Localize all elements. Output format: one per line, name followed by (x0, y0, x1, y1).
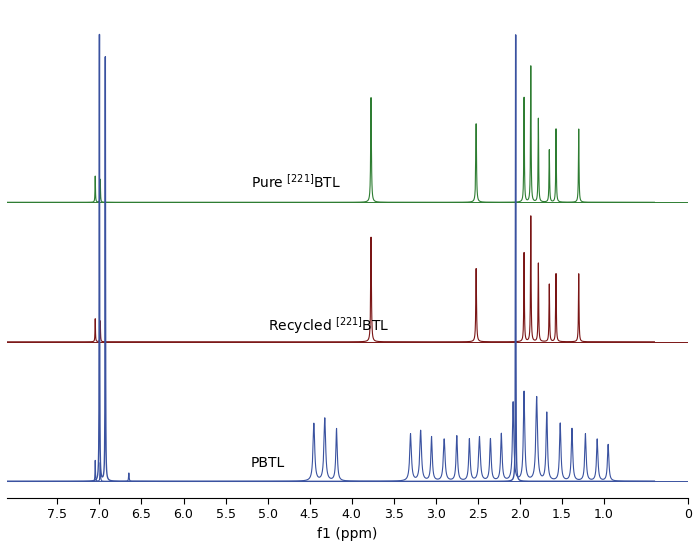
Text: Pure $^{[221]}$BTL: Pure $^{[221]}$BTL (251, 173, 341, 190)
X-axis label: f1 (ppm): f1 (ppm) (317, 527, 377, 541)
Text: Recycled $^{[221]}$BTL: Recycled $^{[221]}$BTL (268, 315, 389, 335)
Text: PBTL: PBTL (251, 456, 285, 470)
